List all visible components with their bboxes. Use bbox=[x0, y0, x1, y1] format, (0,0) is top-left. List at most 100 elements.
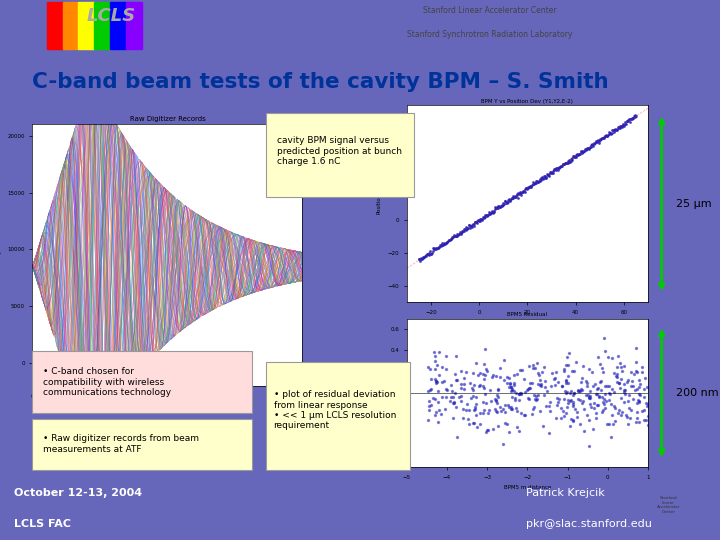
Text: • Raw digitizer records from beam
measurements at ATF: • Raw digitizer records from beam measur… bbox=[43, 435, 199, 454]
Point bbox=[500, 418, 511, 427]
Point bbox=[510, 389, 522, 397]
Point bbox=[536, 173, 548, 182]
Point bbox=[546, 167, 558, 176]
Point bbox=[509, 193, 521, 201]
Point bbox=[574, 420, 585, 428]
Point bbox=[528, 178, 539, 186]
Point bbox=[471, 393, 482, 402]
Point bbox=[597, 364, 608, 373]
Point bbox=[524, 181, 536, 190]
Point bbox=[616, 122, 628, 130]
Point bbox=[551, 394, 562, 402]
X-axis label: BPM5 m distance: BPM5 m distance bbox=[504, 485, 551, 490]
Point bbox=[456, 392, 467, 400]
Point bbox=[449, 389, 461, 397]
Point bbox=[561, 376, 572, 385]
Point bbox=[561, 376, 572, 385]
Text: C-band beam tests of the cavity BPM – S. Smith: C-band beam tests of the cavity BPM – S.… bbox=[32, 72, 608, 92]
Point bbox=[541, 173, 552, 182]
Point bbox=[600, 404, 611, 413]
Point bbox=[536, 381, 547, 390]
Point bbox=[518, 410, 530, 419]
Point bbox=[497, 202, 508, 211]
Point bbox=[431, 408, 442, 417]
Point bbox=[455, 228, 467, 237]
Point bbox=[437, 239, 449, 248]
Point bbox=[624, 118, 636, 126]
Point bbox=[562, 159, 574, 167]
Point bbox=[473, 217, 485, 226]
Point bbox=[530, 364, 541, 373]
Point bbox=[549, 380, 560, 389]
Point bbox=[538, 173, 549, 182]
Point bbox=[552, 164, 563, 172]
Point bbox=[565, 386, 577, 395]
Point bbox=[483, 210, 495, 219]
Point bbox=[572, 395, 583, 403]
Point bbox=[575, 378, 586, 387]
Point bbox=[585, 141, 596, 150]
Point bbox=[604, 389, 616, 397]
Point bbox=[595, 377, 607, 386]
Point bbox=[628, 114, 639, 123]
Point bbox=[583, 144, 595, 153]
Point bbox=[572, 151, 584, 160]
Point bbox=[636, 407, 648, 415]
Point bbox=[578, 146, 590, 155]
Point bbox=[631, 368, 643, 376]
Point bbox=[494, 372, 505, 381]
Point bbox=[568, 152, 580, 161]
Point bbox=[621, 117, 633, 125]
Point bbox=[557, 382, 568, 390]
Point bbox=[491, 391, 503, 400]
Point bbox=[453, 230, 464, 238]
Point bbox=[490, 372, 501, 380]
Point bbox=[545, 382, 557, 390]
Point bbox=[533, 390, 544, 399]
Point bbox=[613, 124, 625, 132]
Point bbox=[533, 177, 544, 185]
Point bbox=[571, 413, 582, 421]
Point bbox=[526, 409, 538, 418]
Point bbox=[523, 183, 535, 191]
Point bbox=[474, 420, 486, 429]
Text: cavity BPM signal versus
predicted position at bunch
charge 1.6 nC: cavity BPM signal versus predicted posit… bbox=[276, 136, 402, 166]
Point bbox=[639, 393, 650, 401]
Point bbox=[585, 402, 597, 411]
Point bbox=[456, 228, 467, 237]
Point bbox=[597, 406, 608, 415]
Point bbox=[582, 393, 594, 401]
Point bbox=[487, 373, 498, 381]
Point bbox=[523, 394, 535, 403]
Point bbox=[464, 222, 476, 231]
Point bbox=[474, 382, 485, 391]
Point bbox=[618, 397, 629, 406]
Point bbox=[634, 390, 646, 399]
Point bbox=[500, 199, 512, 207]
Point bbox=[603, 420, 615, 428]
Point bbox=[602, 353, 613, 361]
Point bbox=[539, 362, 550, 371]
Point bbox=[452, 231, 464, 239]
Point bbox=[522, 184, 534, 193]
Point bbox=[529, 179, 541, 187]
Point bbox=[479, 383, 490, 392]
Point bbox=[475, 214, 487, 223]
Point bbox=[420, 250, 431, 259]
Point bbox=[477, 213, 489, 221]
Point bbox=[441, 393, 452, 401]
Point bbox=[536, 176, 547, 184]
Point bbox=[474, 381, 485, 389]
Point bbox=[477, 398, 489, 407]
Point bbox=[530, 179, 541, 187]
Point bbox=[562, 353, 573, 362]
Point bbox=[521, 184, 532, 193]
Point bbox=[607, 125, 618, 134]
Point bbox=[630, 112, 642, 121]
Point bbox=[641, 399, 652, 407]
Point bbox=[489, 394, 500, 403]
Point bbox=[474, 409, 485, 417]
Point bbox=[634, 418, 645, 427]
Point bbox=[458, 226, 469, 235]
Point bbox=[571, 151, 582, 160]
